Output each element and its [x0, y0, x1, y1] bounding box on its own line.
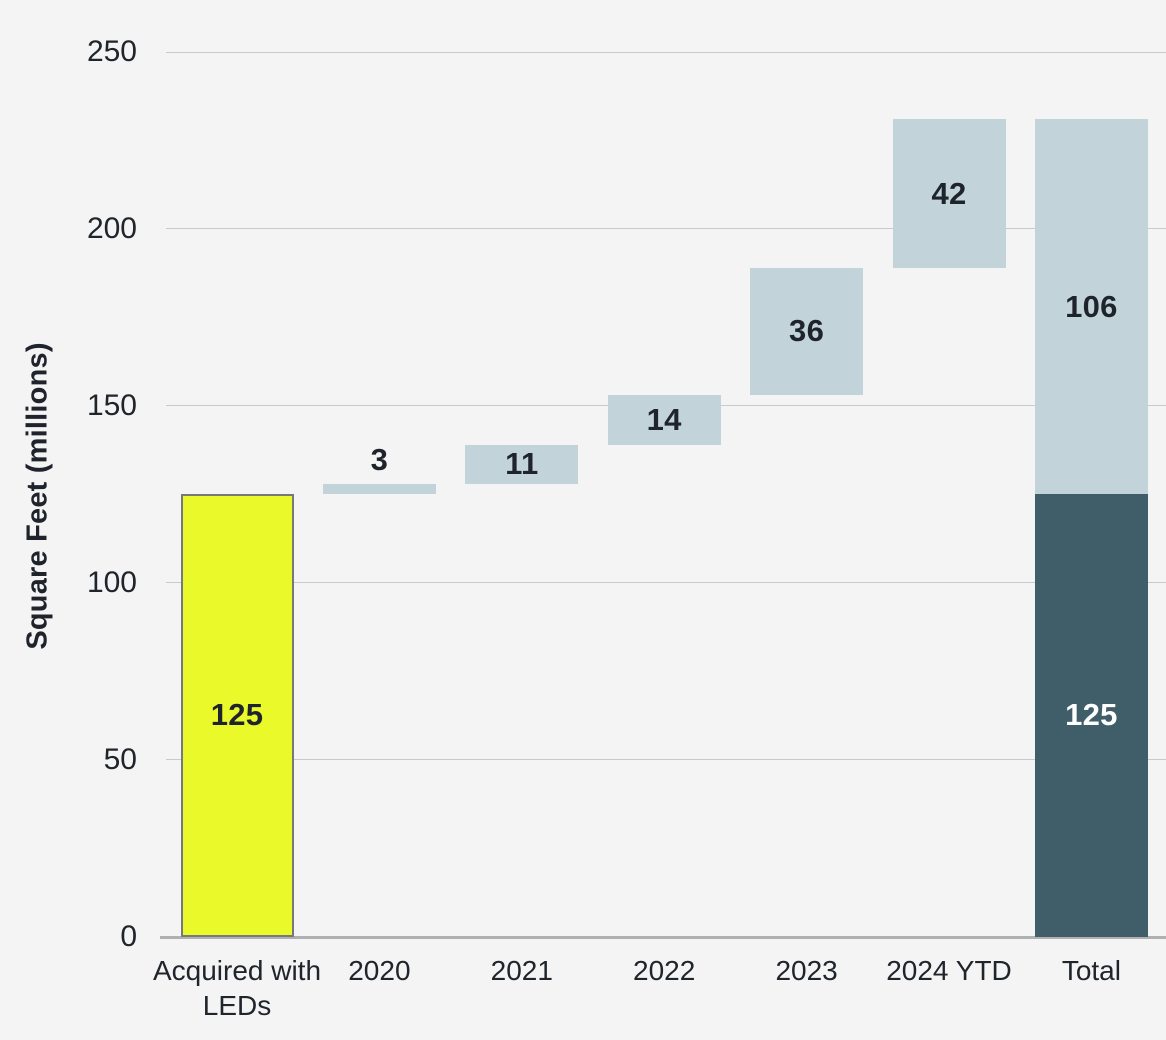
x-axis-line [160, 935, 1166, 939]
y-tick-label: 250 [86, 35, 137, 68]
x-axis-label-2021: 2021 [490, 955, 553, 986]
bar-value-label: 3 [370, 441, 389, 477]
x-axis-label-2023: 2023 [775, 955, 838, 986]
bar-segment-2021: 11 [465, 444, 579, 484]
y-tick-label: 200 [86, 211, 137, 245]
bar-value-label: 36 [789, 313, 825, 349]
x-axis-label-2022: 2022 [633, 955, 696, 986]
bar-value-label: 14 [646, 401, 682, 437]
gridline-250 [166, 51, 1166, 53]
x-axis-label-2024-ytd: 2024 YTD [886, 955, 1012, 986]
x-axis-label-2020: 2020 [348, 955, 411, 986]
y-tick-label: 100 [86, 565, 137, 599]
bar-segment-total: 125 [1034, 494, 1148, 937]
gridline-50 [166, 759, 1166, 761]
gridline-200 [166, 228, 1166, 230]
bar-value-label: 11 [505, 446, 539, 482]
y-tick-label: 0 [120, 919, 137, 953]
bar-value-label: 42 [931, 175, 967, 211]
y-tick-label: 150 [86, 388, 137, 422]
bar-value-label: 125 [210, 697, 264, 733]
bar-segment-2020 [322, 483, 436, 495]
bar-segment-total: 106 [1034, 119, 1148, 495]
bar-segment-2022: 14 [607, 395, 721, 445]
y-tick-label: 50 [103, 742, 137, 776]
bar-value-label: 125 [1065, 697, 1118, 733]
bar-segment-2024-ytd: 42 [892, 119, 1006, 268]
bar-value-label: 106 [1065, 288, 1118, 324]
x-axis-label-total: Total [1061, 955, 1121, 986]
x-axis-label-acquired-with-leds: Acquired with LEDs [152, 955, 322, 1021]
gridline-100 [166, 582, 1166, 584]
bar-segment-2023: 36 [750, 267, 864, 396]
bar-segment-acquired-with-leds: 125 [180, 494, 294, 937]
